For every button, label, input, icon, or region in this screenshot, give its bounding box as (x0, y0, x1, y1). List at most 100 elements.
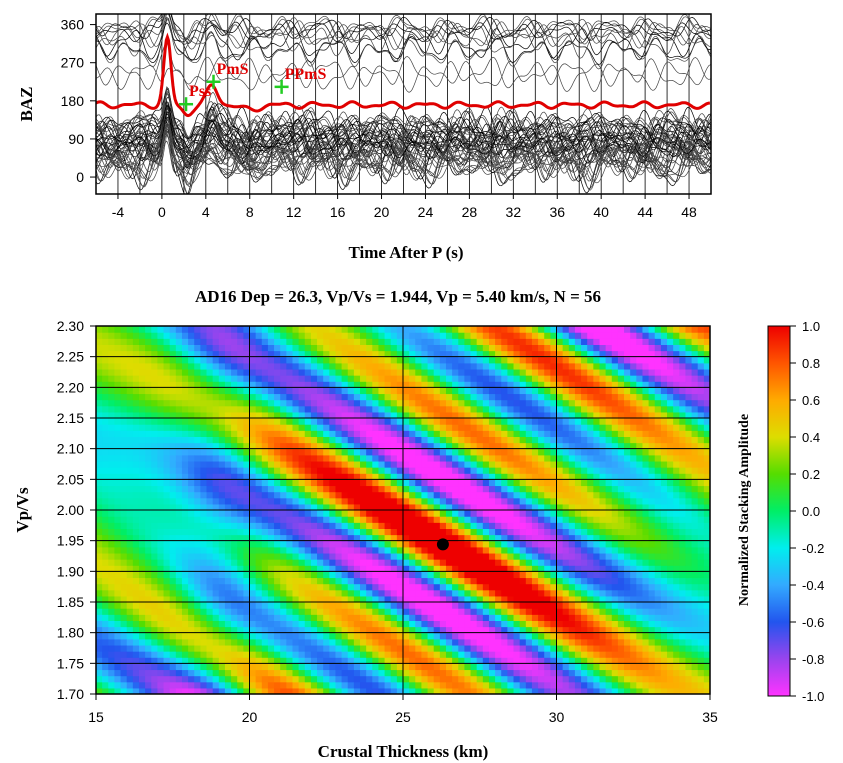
heatmap-cell (145, 687, 152, 694)
heatmap-cell (286, 442, 294, 450)
heatmap-cell (507, 375, 515, 382)
heatmap-cell (261, 571, 269, 579)
heatmap-cell (458, 638, 465, 646)
heatmap-cell (427, 467, 435, 474)
heatmap-cell (274, 479, 281, 487)
heatmap-cell (482, 583, 490, 591)
heatmap-cell (335, 387, 343, 395)
heatmap-cell (464, 614, 472, 621)
heatmap-cell (409, 675, 416, 683)
heatmap-cell (323, 595, 330, 603)
heatmap-cell (427, 620, 435, 628)
heatmap-cell (218, 430, 226, 437)
heatmap-cell (550, 473, 558, 480)
heatmap-cell (310, 326, 318, 333)
heatmap-cell (274, 503, 281, 511)
heatmap-cell (335, 522, 343, 529)
heatmap-cell (108, 460, 116, 468)
heatmap-cell (470, 602, 478, 609)
heatmap-cell (501, 393, 508, 401)
heatmap-cell (470, 405, 478, 413)
heatmap-cell (409, 528, 416, 536)
heatmap-cell (298, 565, 306, 572)
heatmap-cell (292, 681, 300, 689)
heatmap-cell (421, 608, 429, 615)
heatmap-cell (145, 522, 152, 529)
heatmap-cell (120, 350, 128, 358)
heatmap-cell (157, 651, 165, 658)
heatmap-cell (267, 681, 275, 689)
heatmap-cell (550, 669, 558, 677)
heatmap-cell (102, 675, 109, 683)
heatmap-cell (304, 638, 312, 646)
heatmap-cell (329, 368, 337, 376)
heatmap-cell (360, 540, 367, 548)
heatmap-cell (519, 454, 527, 462)
heatmap-cell (353, 589, 361, 597)
heatmap-cell (237, 626, 244, 634)
heatmap-cell (488, 399, 496, 407)
heatmap-cell (574, 430, 582, 437)
heatmap-cell (181, 620, 189, 628)
heatmap-cell (482, 681, 490, 689)
heatmap-cell (243, 411, 251, 419)
heatmap-cell (114, 411, 122, 419)
heatmap-cell (464, 516, 472, 523)
heatmap-cell (194, 638, 201, 646)
heatmap-cell (531, 467, 539, 474)
heatmap-cell (470, 460, 478, 468)
heatmap-cell (114, 540, 122, 548)
heatmap-cell (384, 681, 392, 689)
heatmap-cell (298, 454, 306, 462)
heatmap-cell (396, 620, 404, 628)
heatmap-cell (519, 460, 527, 468)
heatmap-cell (329, 565, 337, 572)
heatmap-cell (96, 375, 103, 382)
heatmap-cell (317, 405, 324, 413)
heatmap-cell (538, 589, 545, 597)
heatmap-cell (108, 528, 116, 536)
heatmap-cell (495, 338, 502, 345)
heatmap-cell (403, 430, 410, 437)
heatmap-cell (157, 381, 165, 388)
heatmap-cell (439, 595, 447, 603)
heatmap-cell (267, 534, 275, 542)
heatmap-cell (261, 473, 269, 480)
heatmap-cell (132, 595, 140, 603)
heatmap-cell (488, 516, 496, 523)
heatmap-cell (126, 602, 134, 609)
heatmap-cell (360, 442, 367, 450)
heatmap-cell (421, 516, 429, 523)
heatmap-cell (286, 552, 294, 560)
heatmap-cell (175, 448, 183, 456)
heatmap-cell (452, 418, 459, 425)
heatmap-cell (108, 350, 116, 358)
heatmap-cell (396, 387, 404, 395)
heatmap-cell (286, 503, 294, 511)
heatmap-cell (587, 534, 594, 542)
heatmap-cell (181, 405, 189, 413)
heatmap-cell (550, 430, 558, 437)
heatmap-cell (390, 559, 398, 566)
heatmap-cell (237, 393, 244, 401)
heatmap-cell (587, 418, 594, 425)
heatmap-cell (476, 577, 484, 585)
heatmap-cell (353, 614, 361, 621)
heatmap-cell (482, 405, 490, 413)
heatmap-cell (501, 663, 508, 671)
heatmap-cell (372, 485, 380, 493)
heatmap-cell (476, 467, 484, 474)
heatmap-cell (96, 583, 103, 591)
heatmap-cell (280, 583, 287, 591)
heatmap-cell (169, 559, 177, 566)
heatmap-cell (403, 681, 410, 689)
heatmap-cell (562, 528, 570, 536)
heatmap-cell (261, 540, 269, 548)
heatmap-cell (390, 393, 398, 401)
heatmap-cell (464, 473, 472, 480)
heatmap-cell (292, 418, 300, 425)
heatmap-cell (243, 424, 251, 431)
heatmap-cell (151, 675, 158, 683)
heatmap-cell (188, 430, 195, 437)
heatmap-cell (102, 620, 109, 628)
